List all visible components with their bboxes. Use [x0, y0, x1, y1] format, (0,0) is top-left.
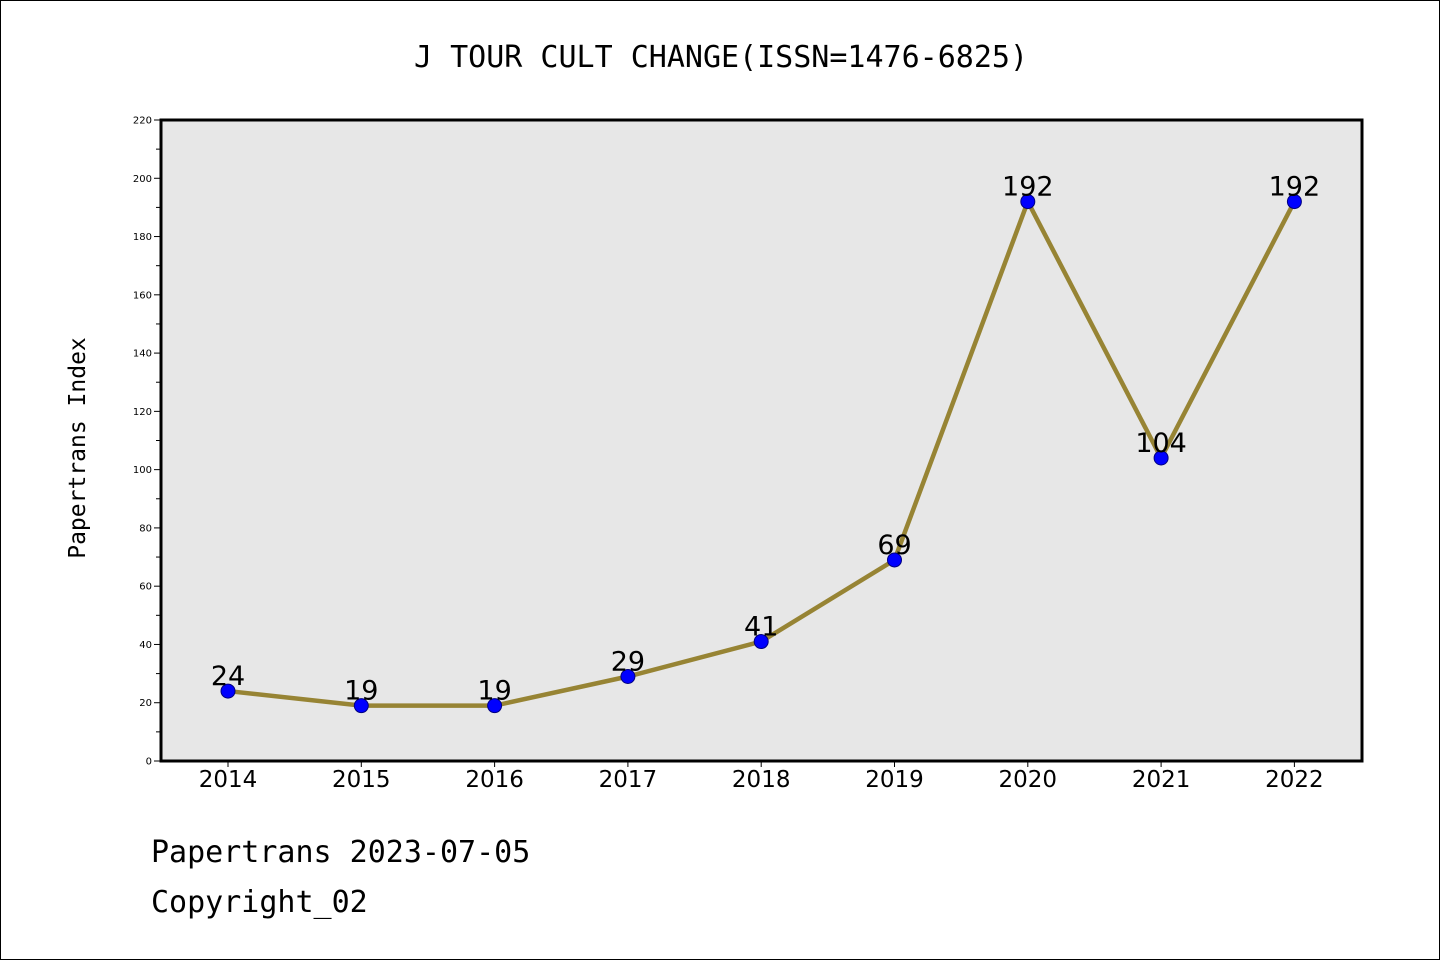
- y-tick-label: 140: [133, 349, 152, 360]
- data-label: 104: [1135, 428, 1187, 459]
- footer-copyright: Copyright_02: [151, 885, 368, 920]
- y-tick-label: 60: [139, 582, 152, 593]
- x-tick-label: 2014: [199, 767, 258, 793]
- data-label: 29: [611, 647, 645, 678]
- data-label: 69: [877, 530, 911, 561]
- data-point: [1286, 194, 1302, 210]
- plot-area: [159, 118, 1364, 763]
- data-label: 19: [344, 676, 378, 707]
- x-tick-label: 2019: [865, 767, 924, 793]
- data-point: [887, 552, 902, 568]
- data-point: [1153, 450, 1169, 466]
- x-tick-label: 2020: [999, 767, 1058, 793]
- y-axis-label: Papertrans Index: [65, 337, 91, 559]
- data-point: [220, 683, 236, 699]
- footer-date: Papertrans 2023-07-05: [151, 835, 531, 870]
- x-tick-label: 2022: [1265, 767, 1324, 793]
- x-tick-label: 2016: [465, 767, 524, 793]
- data-label: 24: [211, 661, 245, 692]
- data-point: [753, 634, 769, 650]
- data-point: [1020, 194, 1036, 210]
- x-tick-label: 2018: [732, 767, 791, 793]
- data-point: [353, 698, 369, 714]
- markers-layer: [220, 194, 1302, 714]
- y-tick-label: 20: [139, 698, 152, 709]
- y-tick-label: 180: [133, 232, 152, 243]
- data-label: 41: [744, 612, 778, 643]
- y-tick-label: 160: [133, 290, 152, 301]
- y-axis: 0 20 40 60 80 100 120 140 160 180 200 220: [133, 116, 161, 768]
- x-tick-label: 2015: [332, 767, 391, 793]
- data-label: 192: [1269, 172, 1321, 203]
- x-axis: 2014 2015 2016 2017 2018 2019 2020 2021 2022: [199, 761, 1324, 793]
- x-tick-label: 2017: [599, 767, 658, 793]
- data-label: 192: [1002, 172, 1054, 203]
- y-tick-label: 0: [146, 757, 152, 768]
- y-tick-label: 40: [139, 640, 152, 651]
- chart-title: J TOUR CULT CHANGE(ISSN=1476-6825): [414, 40, 1028, 75]
- y-tick-label: 80: [139, 523, 152, 534]
- y-tick-label: 220: [133, 116, 152, 127]
- data-labels-layer: 24 19 19 29 41 69 192 104 192: [211, 172, 1320, 707]
- data-point: [620, 669, 636, 685]
- y-tick-label: 100: [133, 465, 152, 476]
- x-tick-label: 2021: [1132, 767, 1191, 793]
- y-tick-label: 120: [133, 407, 152, 418]
- data-label: 19: [477, 676, 511, 707]
- y-tick-label: 200: [133, 174, 152, 185]
- data-point: [487, 698, 503, 714]
